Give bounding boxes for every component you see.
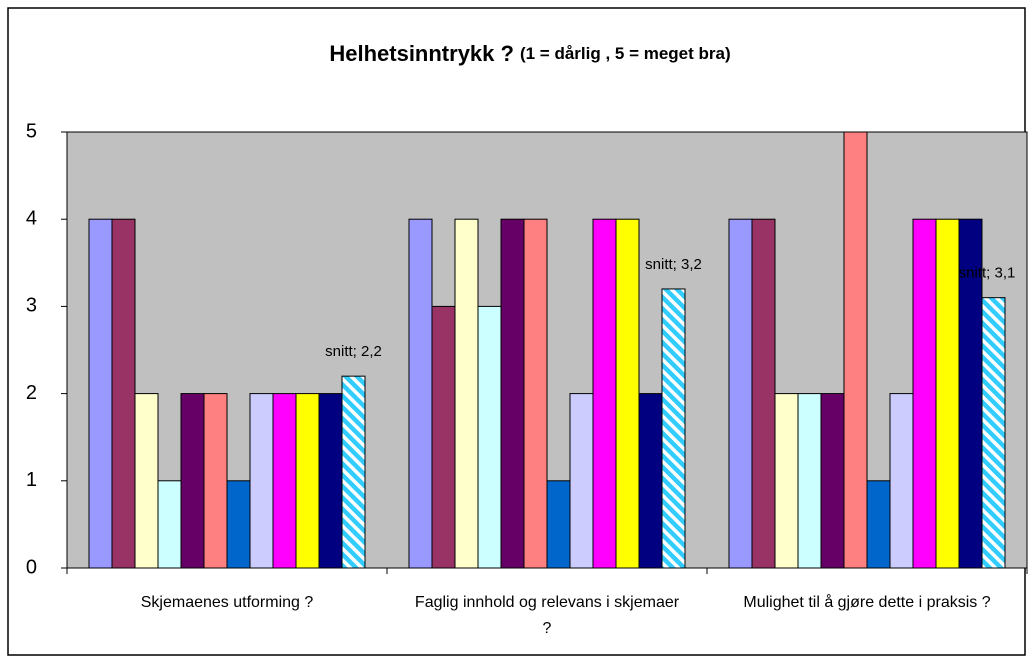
bar — [431, 305, 456, 569]
chart-subtitle: (1 = dårlig , 5 = meget bra) — [520, 44, 731, 63]
bar — [912, 218, 937, 569]
data-label: snitt; 3,2 — [645, 256, 702, 273]
bar — [661, 288, 686, 569]
bar — [523, 218, 548, 569]
y-tick-label: 1 — [26, 469, 37, 491]
bar — [249, 393, 274, 569]
chart-title-group: Helhetsinntrykk ? (1 = dårlig , 5 = meget… — [329, 41, 730, 66]
bar — [615, 218, 640, 569]
bar — [111, 218, 136, 569]
bar — [935, 218, 960, 569]
y-tick-label: 5 — [26, 120, 37, 142]
bar — [569, 393, 594, 569]
data-label: snitt; 3,1 — [959, 265, 1016, 282]
bar — [592, 218, 617, 569]
bar — [638, 393, 663, 569]
bar — [843, 131, 868, 569]
bar — [295, 393, 320, 569]
bar — [728, 218, 753, 569]
x-tick-label: Mulighet til å gjøre dette i praksis ? — [743, 594, 991, 611]
bar — [134, 393, 159, 569]
bar — [477, 305, 502, 569]
bar — [341, 375, 366, 569]
bar — [180, 393, 205, 569]
bar — [408, 218, 433, 569]
bar — [157, 480, 182, 569]
bar — [203, 393, 228, 569]
chart-title: Helhetsinntrykk ? — [329, 41, 514, 66]
bar — [88, 218, 113, 569]
bar — [820, 393, 845, 569]
y-tick-label: 4 — [26, 207, 37, 229]
bar — [454, 218, 479, 569]
data-label: snitt; 2,2 — [325, 343, 382, 360]
y-tick-label: 0 — [26, 556, 37, 578]
bar — [226, 480, 251, 569]
bar — [981, 297, 1006, 569]
bar — [797, 393, 822, 569]
bar — [500, 218, 525, 569]
x-tick-label: Skjemaenes utforming ? — [140, 594, 314, 611]
y-tick-label: 2 — [26, 382, 37, 404]
bar — [774, 393, 799, 569]
bar — [889, 393, 914, 569]
y-tick-label: 3 — [26, 295, 37, 317]
x-tick-label: Faglig innhold og relevans i skjemaer ? — [414, 594, 680, 637]
bar — [751, 218, 776, 569]
bar — [546, 480, 571, 569]
bar — [272, 393, 297, 569]
bar — [318, 393, 343, 569]
bar — [866, 480, 891, 569]
